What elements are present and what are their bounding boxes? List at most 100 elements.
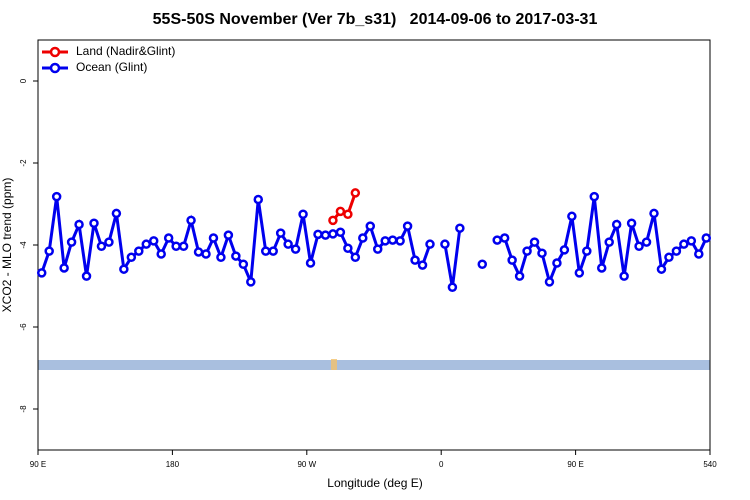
data-point [51, 191, 62, 202]
data-point [664, 252, 674, 263]
x-tick-label: 90 E [567, 460, 583, 469]
y-tick-label: -2 [19, 159, 28, 167]
data-point [328, 215, 338, 226]
data-point [246, 277, 256, 287]
data-point [253, 194, 264, 205]
data-point [701, 233, 712, 243]
y-tick-label: 0 [19, 78, 28, 83]
data-point [328, 229, 338, 239]
data-point [402, 221, 413, 231]
data-point [305, 258, 316, 268]
data-point [410, 255, 420, 265]
legend-label: Ocean (Glint) [76, 60, 147, 74]
data-point [529, 237, 540, 247]
x-axis-label: Longitude (deg E) [327, 476, 422, 490]
data-point [111, 208, 122, 219]
data-point [499, 233, 510, 243]
land-mask-band [38, 360, 710, 370]
land-mask-spot [331, 359, 337, 370]
data-point [559, 245, 570, 255]
data-point [290, 244, 301, 254]
data-point [395, 236, 405, 246]
data-point [59, 263, 69, 273]
data-point [335, 227, 346, 238]
data-point [567, 211, 577, 222]
data-point [455, 223, 465, 233]
legend-label: Land (Nadir&Glint) [76, 44, 175, 58]
data-point [350, 188, 361, 198]
data-point [387, 235, 398, 245]
data-point [66, 237, 77, 247]
data-point [552, 258, 562, 268]
x-tick-label: 540 [703, 460, 717, 469]
data-point [477, 259, 488, 270]
data-point [343, 209, 353, 219]
data-point [694, 249, 704, 259]
data-point [686, 236, 697, 246]
data-point [417, 260, 428, 270]
data-point [544, 277, 555, 287]
data-point [574, 268, 585, 278]
data-point [522, 246, 532, 256]
data-point [619, 271, 629, 281]
data-point [358, 233, 368, 243]
data-point [320, 230, 331, 240]
data-point [343, 243, 353, 254]
x-tick-label: 0 [439, 460, 444, 469]
data-point [134, 246, 144, 256]
data-point [216, 252, 226, 263]
data-point [275, 228, 286, 238]
data-point [141, 239, 152, 249]
data-point [260, 246, 271, 256]
data-point [89, 218, 99, 229]
data-point [611, 219, 622, 230]
data-point [514, 271, 525, 281]
data-point [201, 249, 211, 259]
y-axis-label: XCO2 - MLO trend (ppm) [0, 178, 14, 313]
data-point [671, 246, 682, 256]
x-tick-label: 180 [166, 460, 180, 469]
data-point [36, 268, 47, 278]
x-tick-label: 90 W [297, 460, 316, 469]
data-point [81, 271, 92, 281]
series-line [40, 196, 432, 283]
y-tick-label: -8 [19, 405, 28, 413]
data-point [313, 229, 323, 240]
data-point [119, 264, 129, 274]
data-point [148, 236, 159, 246]
data-point [507, 255, 517, 265]
data-point [283, 239, 293, 249]
y-tick-label: -4 [19, 241, 28, 249]
data-point [634, 241, 644, 251]
data-point [440, 239, 450, 249]
data-point [268, 246, 278, 256]
y-tick-label: -6 [19, 323, 28, 331]
data-point [156, 249, 166, 259]
data-point [582, 246, 592, 256]
data-point [641, 237, 652, 247]
data-point [126, 252, 137, 263]
data-point [365, 221, 376, 231]
data-point [380, 236, 390, 246]
data-point [649, 208, 659, 219]
series-line [443, 228, 462, 288]
data-point [656, 264, 667, 274]
data-point [231, 251, 241, 261]
data-point [596, 263, 607, 273]
legend-marker [49, 62, 61, 74]
data-point [589, 191, 600, 202]
legend-marker [49, 46, 61, 58]
data-point [171, 241, 181, 251]
data-point [186, 215, 196, 226]
data-point [193, 247, 204, 257]
data-point [372, 244, 383, 254]
data-point [604, 237, 614, 247]
data-point [96, 241, 107, 251]
data-point [447, 282, 458, 292]
chart-title: 55S-50S November (Ver 7b_s31) 2014-09-06… [153, 11, 598, 28]
data-point [537, 248, 547, 258]
data-point [208, 233, 219, 243]
data-point [238, 259, 249, 270]
x-tick-label: 90 E [30, 460, 46, 469]
